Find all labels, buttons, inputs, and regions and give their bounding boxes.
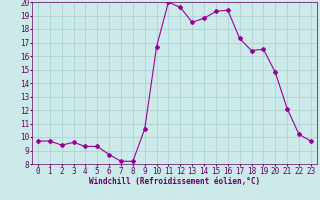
X-axis label: Windchill (Refroidissement éolien,°C): Windchill (Refroidissement éolien,°C) — [89, 177, 260, 186]
